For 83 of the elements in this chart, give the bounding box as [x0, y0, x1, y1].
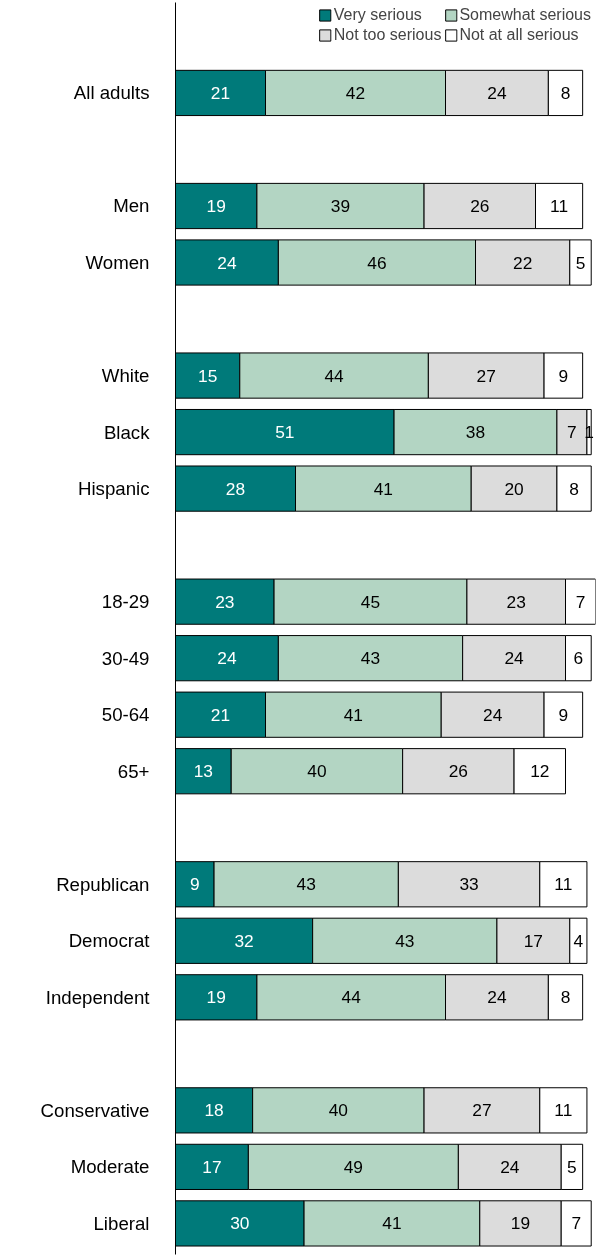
data-label: 44: [341, 987, 362, 1008]
legend-label: Very serious: [333, 6, 422, 24]
data-label: 43: [360, 648, 381, 669]
data-label: 11: [554, 874, 573, 895]
y-tick-label: All adults: [73, 82, 150, 104]
data-label: 24: [487, 82, 507, 103]
data-label: 11: [554, 1100, 573, 1121]
y-tick-label: White: [101, 365, 150, 387]
data-label: 38: [465, 422, 486, 443]
data-label: 32: [234, 930, 254, 951]
data-label: 8: [560, 987, 571, 1008]
data-label: 21: [210, 82, 231, 103]
data-label: 11: [550, 195, 569, 216]
data-label: 20: [504, 478, 524, 499]
data-label: 24: [487, 987, 507, 1008]
data-label: 6: [573, 648, 584, 669]
data-label: 24: [217, 648, 237, 669]
data-label: 33: [459, 874, 479, 895]
data-label: 19: [206, 195, 226, 216]
data-label: 24: [500, 1156, 520, 1177]
data-label: 45: [360, 591, 381, 612]
data-label: 15: [198, 365, 218, 386]
data-label: 7: [575, 591, 586, 612]
data-label: 17: [202, 1156, 222, 1177]
data-label: 5: [567, 1156, 577, 1177]
data-label: 40: [328, 1100, 348, 1121]
y-tick-label: Independent: [45, 986, 151, 1008]
data-label: 24: [217, 252, 237, 273]
data-label: 9: [558, 365, 569, 386]
y-tick-label: 18-29: [101, 591, 150, 613]
data-label: 49: [343, 1156, 363, 1177]
data-label: 26: [448, 761, 468, 782]
y-tick-label: 65+: [117, 760, 150, 782]
data-label: 42: [345, 82, 366, 103]
data-label: 41: [343, 704, 363, 725]
y-tick-label: Liberal: [93, 1212, 150, 1234]
data-label: 40: [307, 761, 327, 782]
data-label: 17: [523, 930, 543, 951]
data-label: 23: [506, 591, 526, 612]
data-label: 8: [560, 82, 571, 103]
data-label: 24: [483, 704, 503, 725]
data-label: 9: [558, 704, 569, 725]
data-label: 41: [382, 1213, 402, 1234]
y-tick-label: 30-49: [101, 647, 150, 669]
data-label: 27: [472, 1100, 492, 1121]
data-label: 19: [206, 987, 226, 1008]
data-label: 7: [567, 422, 577, 443]
data-label: 19: [510, 1213, 531, 1234]
y-tick-label: Black: [103, 421, 151, 443]
data-label: 26: [470, 195, 490, 216]
data-label: 4: [573, 930, 584, 951]
data-label: 5: [575, 252, 586, 273]
data-label: 43: [296, 874, 316, 895]
y-tick-label: Women: [85, 252, 150, 274]
data-label: 18: [204, 1100, 224, 1121]
data-label: 23: [215, 591, 235, 612]
data-label: 30: [230, 1213, 250, 1234]
legend-label: Not too serious: [333, 26, 442, 44]
data-label: 39: [330, 195, 351, 216]
y-tick-label: Conservative: [40, 1099, 150, 1121]
legend-label: Not at all serious: [459, 26, 579, 44]
data-label: 13: [193, 761, 213, 782]
y-tick-label: 50-64: [101, 704, 150, 726]
data-label: 22: [513, 252, 533, 273]
data-label: 9: [189, 874, 200, 895]
y-tick-label: Men: [113, 195, 150, 217]
y-tick-label: Democrat: [68, 930, 151, 952]
data-label: 21: [210, 704, 231, 725]
data-label: 12: [530, 761, 550, 782]
data-label: 46: [367, 252, 387, 273]
data-label: 7: [571, 1213, 582, 1234]
data-label: 41: [373, 478, 393, 499]
legend-label: Somewhat serious: [459, 6, 591, 24]
y-tick-label: Hispanic: [77, 478, 150, 500]
data-label: 27: [476, 365, 496, 386]
y-tick-label: Moderate: [70, 1156, 150, 1178]
data-label: 44: [324, 365, 345, 386]
data-label: 51: [275, 422, 295, 443]
data-label: 8: [569, 478, 579, 499]
data-label: 43: [395, 930, 415, 951]
data-label: 28: [225, 478, 246, 499]
y-tick-label: Republican: [56, 873, 150, 895]
data-label: 24: [504, 648, 525, 669]
